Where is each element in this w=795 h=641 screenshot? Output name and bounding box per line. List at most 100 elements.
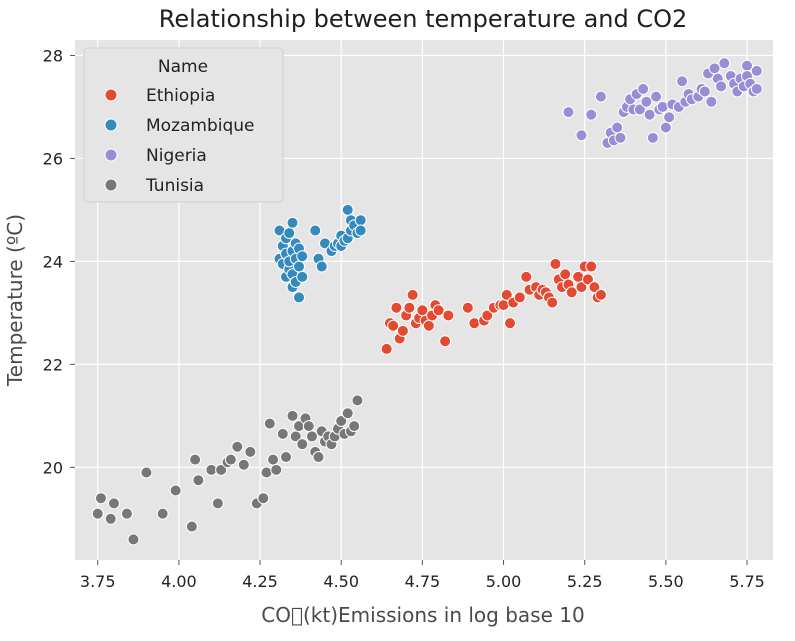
point-ethiopia	[403, 301, 416, 314]
point-tunisia	[94, 492, 107, 505]
point-tunisia	[296, 438, 309, 451]
point-nigeria	[611, 121, 624, 134]
point-nigeria	[718, 57, 731, 70]
point-ethiopia	[442, 309, 455, 322]
x-tick-label: 4.25	[242, 572, 278, 591]
point-nigeria	[659, 121, 672, 134]
point-mozambique	[354, 224, 367, 237]
point-nigeria	[656, 100, 669, 113]
point-ethiopia	[380, 342, 393, 355]
point-tunisia	[215, 463, 228, 476]
legend-label-ethiopia: Ethiopia	[146, 86, 215, 106]
point-nigeria	[646, 131, 659, 144]
point-nigeria	[708, 62, 721, 75]
point-mozambique	[286, 216, 299, 229]
legend-label-tunisia: Tunisia	[145, 176, 204, 196]
point-tunisia	[335, 414, 348, 427]
legend-marker-tunisia	[104, 178, 118, 192]
point-ethiopia	[500, 288, 513, 301]
chart-title: Relationship between temperature and CO2	[159, 5, 688, 33]
point-nigeria	[640, 95, 653, 108]
legend-marker-mozambique	[104, 118, 118, 132]
legend-marker-ethiopia	[104, 88, 118, 102]
point-nigeria	[676, 75, 689, 88]
legend-label-mozambique: Mozambique	[146, 116, 255, 136]
point-ethiopia	[432, 304, 445, 317]
legend: Name Ethiopia Mozambique Nigeria Tunisia	[83, 47, 284, 203]
x-tick-label: 5.50	[648, 572, 684, 591]
point-tunisia	[312, 451, 325, 464]
legend-marker-nigeria	[104, 148, 118, 162]
point-mozambique	[309, 224, 322, 237]
y-tick-label: 28	[43, 46, 63, 65]
point-nigeria	[594, 90, 607, 103]
point-ethiopia	[504, 317, 517, 330]
point-tunisia	[244, 445, 257, 458]
point-tunisia	[107, 497, 120, 510]
point-tunisia	[267, 453, 280, 466]
point-nigeria	[741, 59, 754, 72]
point-nigeria	[715, 80, 728, 93]
point-tunisia	[257, 492, 270, 505]
point-nigeria	[750, 82, 763, 95]
point-mozambique	[296, 270, 309, 283]
point-nigeria	[575, 129, 588, 142]
point-tunisia	[169, 484, 182, 497]
point-tunisia	[189, 453, 202, 466]
point-ethiopia	[513, 291, 526, 304]
data-points	[91, 57, 763, 546]
point-tunisia	[140, 466, 153, 479]
point-mozambique	[354, 214, 367, 227]
x-tick-label: 4.00	[161, 572, 197, 591]
point-nigeria	[633, 103, 646, 116]
point-nigeria	[614, 131, 627, 144]
point-ethiopia	[390, 301, 403, 314]
point-tunisia	[348, 420, 361, 433]
point-tunisia	[263, 417, 276, 430]
point-tunisia	[270, 463, 283, 476]
point-ethiopia	[497, 299, 510, 312]
x-tick-label: 3.75	[80, 572, 116, 591]
point-mozambique	[293, 291, 306, 304]
x-tick-label: 5.75	[729, 572, 765, 591]
point-tunisia	[260, 466, 273, 479]
x-tick-label: 4.50	[323, 572, 359, 591]
point-ethiopia	[594, 288, 607, 301]
point-ethiopia	[581, 273, 594, 286]
point-tunisia	[276, 427, 289, 440]
point-tunisia	[280, 451, 293, 464]
y-axis-ticks: 20 22 24 26 28	[43, 46, 75, 477]
point-tunisia	[237, 458, 250, 471]
point-ethiopia	[585, 260, 598, 273]
point-nigeria	[698, 85, 711, 98]
point-tunisia	[156, 507, 169, 520]
point-tunisia	[224, 453, 237, 466]
point-tunisia	[104, 512, 117, 525]
point-tunisia	[341, 407, 354, 420]
point-tunisia	[192, 474, 205, 487]
point-ethiopia	[520, 270, 533, 283]
point-tunisia	[120, 507, 133, 520]
y-tick-label: 26	[43, 149, 63, 168]
point-tunisia	[231, 440, 244, 453]
y-tick-label: 22	[43, 355, 63, 374]
point-mozambique	[341, 203, 354, 216]
point-nigeria	[663, 111, 676, 124]
point-nigeria	[585, 108, 598, 121]
point-ethiopia	[549, 257, 562, 270]
point-tunisia	[91, 507, 104, 520]
y-tick-label: 20	[43, 458, 63, 477]
point-mozambique	[293, 260, 306, 273]
point-tunisia	[127, 533, 140, 546]
point-nigeria	[643, 108, 656, 121]
point-tunisia	[286, 409, 299, 422]
point-mozambique	[283, 227, 296, 240]
point-tunisia	[185, 520, 198, 533]
point-nigeria	[705, 95, 718, 108]
point-tunisia	[211, 497, 224, 510]
legend-label-nigeria: Nigeria	[146, 146, 207, 166]
point-ethiopia	[396, 324, 409, 337]
point-ethiopia	[468, 317, 481, 330]
point-mozambique	[296, 250, 309, 263]
